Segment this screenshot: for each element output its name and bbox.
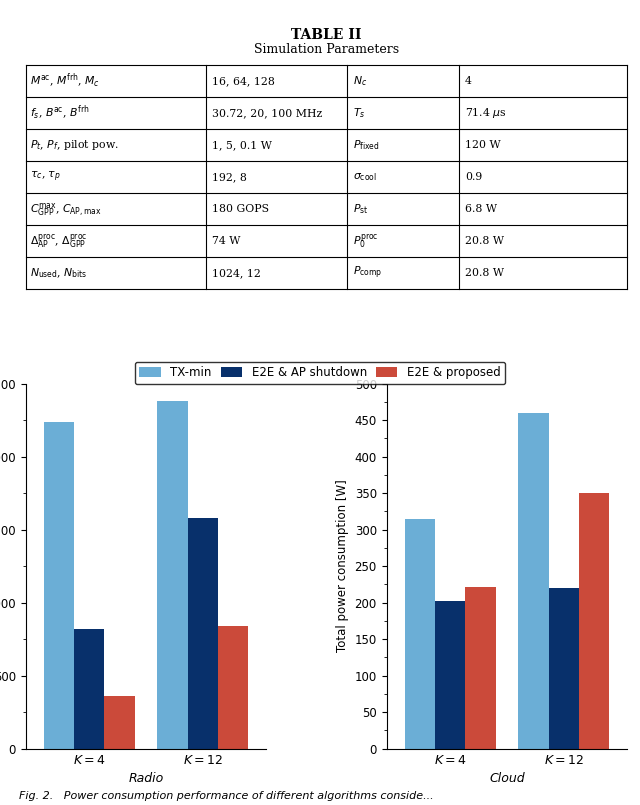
Text: 30.72, 20, 100 MHz: 30.72, 20, 100 MHz	[212, 108, 323, 118]
Text: TABLE II: TABLE II	[291, 28, 362, 42]
Text: $P_{\mathrm{comp}}$: $P_{\mathrm{comp}}$	[353, 265, 383, 281]
Text: 1, 5, 0.1 W: 1, 5, 0.1 W	[212, 140, 272, 150]
Text: 20.8 W: 20.8 W	[465, 236, 504, 246]
Text: 71.4 $\mu$s: 71.4 $\mu$s	[465, 105, 506, 120]
Text: Fig. 2.   Power consumption performance of different algorithms conside...: Fig. 2. Power consumption performance of…	[19, 791, 434, 801]
Text: $C^{\mathrm{max}}_{\mathrm{GPP}}$, $C_{\mathrm{AP,max}}$: $C^{\mathrm{max}}_{\mathrm{GPP}}$, $C_{\…	[31, 200, 102, 217]
Text: $P^{\mathrm{proc}}_0$: $P^{\mathrm{proc}}_0$	[353, 233, 379, 250]
Text: 6.8 W: 6.8 W	[465, 204, 497, 214]
Y-axis label: Total power consumption [W]: Total power consumption [W]	[336, 480, 349, 653]
Text: 20.8 W: 20.8 W	[465, 268, 504, 279]
Bar	[44, 422, 74, 749]
Bar	[465, 587, 495, 749]
Text: $P_{\mathrm{fixed}}$: $P_{\mathrm{fixed}}$	[353, 138, 380, 152]
Text: Simulation Parameters: Simulation Parameters	[254, 43, 399, 56]
Bar	[404, 518, 435, 749]
X-axis label: Cloud: Cloud	[489, 772, 525, 785]
X-axis label: Radio: Radio	[128, 772, 164, 785]
Bar	[548, 588, 579, 749]
Text: 120 W: 120 W	[465, 140, 500, 150]
Text: $f_s$, $B^{\mathrm{ac}}$, $B^{\mathrm{frh}}$: $f_s$, $B^{\mathrm{ac}}$, $B^{\mathrm{fr…	[31, 104, 90, 122]
Text: $P_{\mathrm{st}}$: $P_{\mathrm{st}}$	[353, 202, 369, 216]
Bar	[435, 601, 465, 749]
Text: 0.9: 0.9	[465, 172, 482, 182]
Text: $\Delta^{\mathrm{proc}}_{\mathrm{AP}}$, $\Delta^{\mathrm{proc}}_{\mathrm{GPP}}$: $\Delta^{\mathrm{proc}}_{\mathrm{AP}}$, …	[31, 233, 88, 250]
Text: 180 GOPS: 180 GOPS	[212, 204, 269, 214]
Bar	[188, 518, 218, 749]
Bar	[518, 413, 548, 749]
Text: 16, 64, 128: 16, 64, 128	[212, 76, 275, 86]
Text: $\tau_c$, $\tau_p$: $\tau_c$, $\tau_p$	[31, 170, 61, 184]
Text: $\sigma_{\mathrm{cool}}$: $\sigma_{\mathrm{cool}}$	[353, 171, 378, 183]
Text: $N_c$: $N_c$	[353, 74, 368, 88]
Text: 192, 8: 192, 8	[212, 172, 247, 182]
Bar	[74, 629, 104, 749]
Bar	[157, 401, 188, 749]
Bar	[104, 696, 134, 749]
Text: 74 W: 74 W	[212, 236, 241, 246]
Bar	[579, 493, 609, 749]
Bar	[218, 626, 248, 749]
Text: 4: 4	[465, 76, 472, 86]
Text: $N_{\mathrm{used}}$, $N_{\mathrm{bits}}$: $N_{\mathrm{used}}$, $N_{\mathrm{bits}}$	[31, 266, 88, 280]
Text: 1024, 12: 1024, 12	[212, 268, 261, 279]
Legend: TX-min, E2E & AP shutdown, E2E & proposed: TX-min, E2E & AP shutdown, E2E & propose…	[134, 361, 506, 384]
Text: $P_t$, $P_f$, pilot pow.: $P_t$, $P_f$, pilot pow.	[31, 138, 119, 152]
Text: $M^{\mathrm{ac}}$, $M^{\mathrm{frh}}$, $M_c$: $M^{\mathrm{ac}}$, $M^{\mathrm{frh}}$, $…	[31, 72, 100, 90]
Text: $T_s$: $T_s$	[353, 106, 366, 120]
